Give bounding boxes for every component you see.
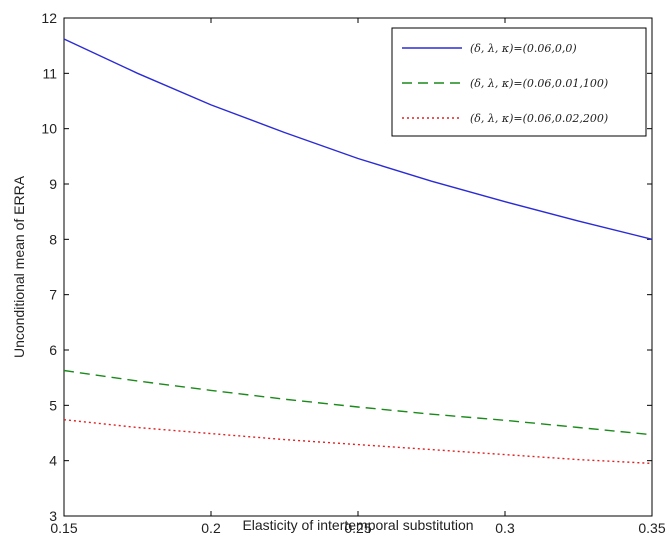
x-axis: 0.15 0.2 0.25 0.3 0.35 (50, 18, 666, 536)
x-tick-label: 0.3 (495, 520, 515, 536)
y-tick-label: 5 (49, 397, 57, 413)
y-tick-label: 10 (41, 121, 57, 137)
x-tick-label: 0.35 (638, 520, 665, 536)
legend: (δ, λ, κ)=(0.06,0,0) (δ, λ, κ)=(0.06,0.01… (391, 27, 647, 137)
y-axis: 3 4 5 6 7 8 9 10 11 12 (41, 10, 652, 524)
series-line-1 (63, 38, 653, 240)
series-line-3 (63, 419, 653, 465)
y-tick-label: 12 (41, 10, 57, 26)
y-tick-label: 9 (49, 176, 57, 192)
y-tick-label: 8 (49, 231, 57, 247)
x-tick-label: 0.25 (344, 520, 371, 536)
legend-label-1: (δ, λ, κ)=(0.06,0,0) (470, 42, 577, 55)
y-tick-label: 6 (49, 342, 57, 358)
x-tick-label: 0.15 (50, 520, 77, 536)
y-tick-label: 4 (49, 453, 57, 469)
series-layer (63, 38, 653, 465)
y-tick-label: 3 (49, 508, 57, 524)
y-axis-label: Unconditional mean of ERRA (11, 175, 27, 358)
y-tick-label: 11 (42, 65, 57, 81)
legend-box (391, 27, 647, 137)
x-axis-label: Elasticity of intertemporal substitution (242, 517, 473, 533)
legend-label-3: (δ, λ, κ)=(0.06,0.02,200) (470, 112, 608, 125)
x-tick-label: 0.2 (201, 520, 221, 536)
series-line-2 (63, 369, 653, 436)
legend-label-2: (δ, λ, κ)=(0.06,0.01,100) (470, 77, 608, 90)
y-tick-label: 7 (49, 287, 57, 303)
